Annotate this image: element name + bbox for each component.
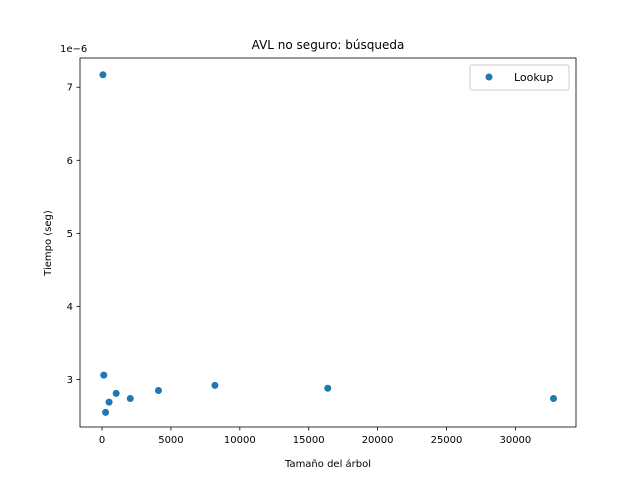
data-points <box>99 71 558 416</box>
x-tick-label: 25000 <box>431 435 463 446</box>
legend-marker <box>485 73 493 81</box>
y-axis-ticks: 3 4 5 6 7 <box>67 83 80 386</box>
data-point <box>112 389 120 397</box>
plot-area-frame <box>79 57 577 428</box>
data-point <box>211 381 219 389</box>
data-point <box>102 408 110 416</box>
y-tick-label: 5 <box>67 229 73 240</box>
data-point <box>550 395 558 403</box>
legend: Lookup <box>469 64 570 91</box>
data-point <box>154 386 162 394</box>
x-tick-label: 20000 <box>362 435 394 446</box>
y-axis-title: Tiempo (seg) <box>43 210 54 277</box>
x-axis-title: Tamaño del árbol <box>284 458 371 470</box>
chart-title: AVL no seguro: búsqueda <box>252 38 405 52</box>
legend-label-lookup: Lookup <box>514 71 553 84</box>
data-point <box>105 398 113 406</box>
y-tick-label: 3 <box>67 375 73 386</box>
data-point <box>99 71 107 79</box>
x-tick-label: 30000 <box>499 435 531 446</box>
y-tick-label: 7 <box>67 83 73 94</box>
data-point <box>100 371 108 379</box>
x-tick-label: 0 <box>99 435 105 446</box>
x-tick-label: 10000 <box>224 435 256 446</box>
y-tick-label: 6 <box>67 156 73 167</box>
legend-box <box>469 64 570 91</box>
x-tick-label: 15000 <box>293 435 325 446</box>
x-axis-ticks: 0 5000 10000 15000 20000 25000 30000 <box>99 427 531 446</box>
data-point <box>126 395 134 403</box>
data-point <box>324 384 332 392</box>
y-tick-label: 4 <box>67 302 73 313</box>
y-axis-offset-label: 1e−6 <box>60 44 87 55</box>
x-tick-label: 5000 <box>158 435 183 446</box>
